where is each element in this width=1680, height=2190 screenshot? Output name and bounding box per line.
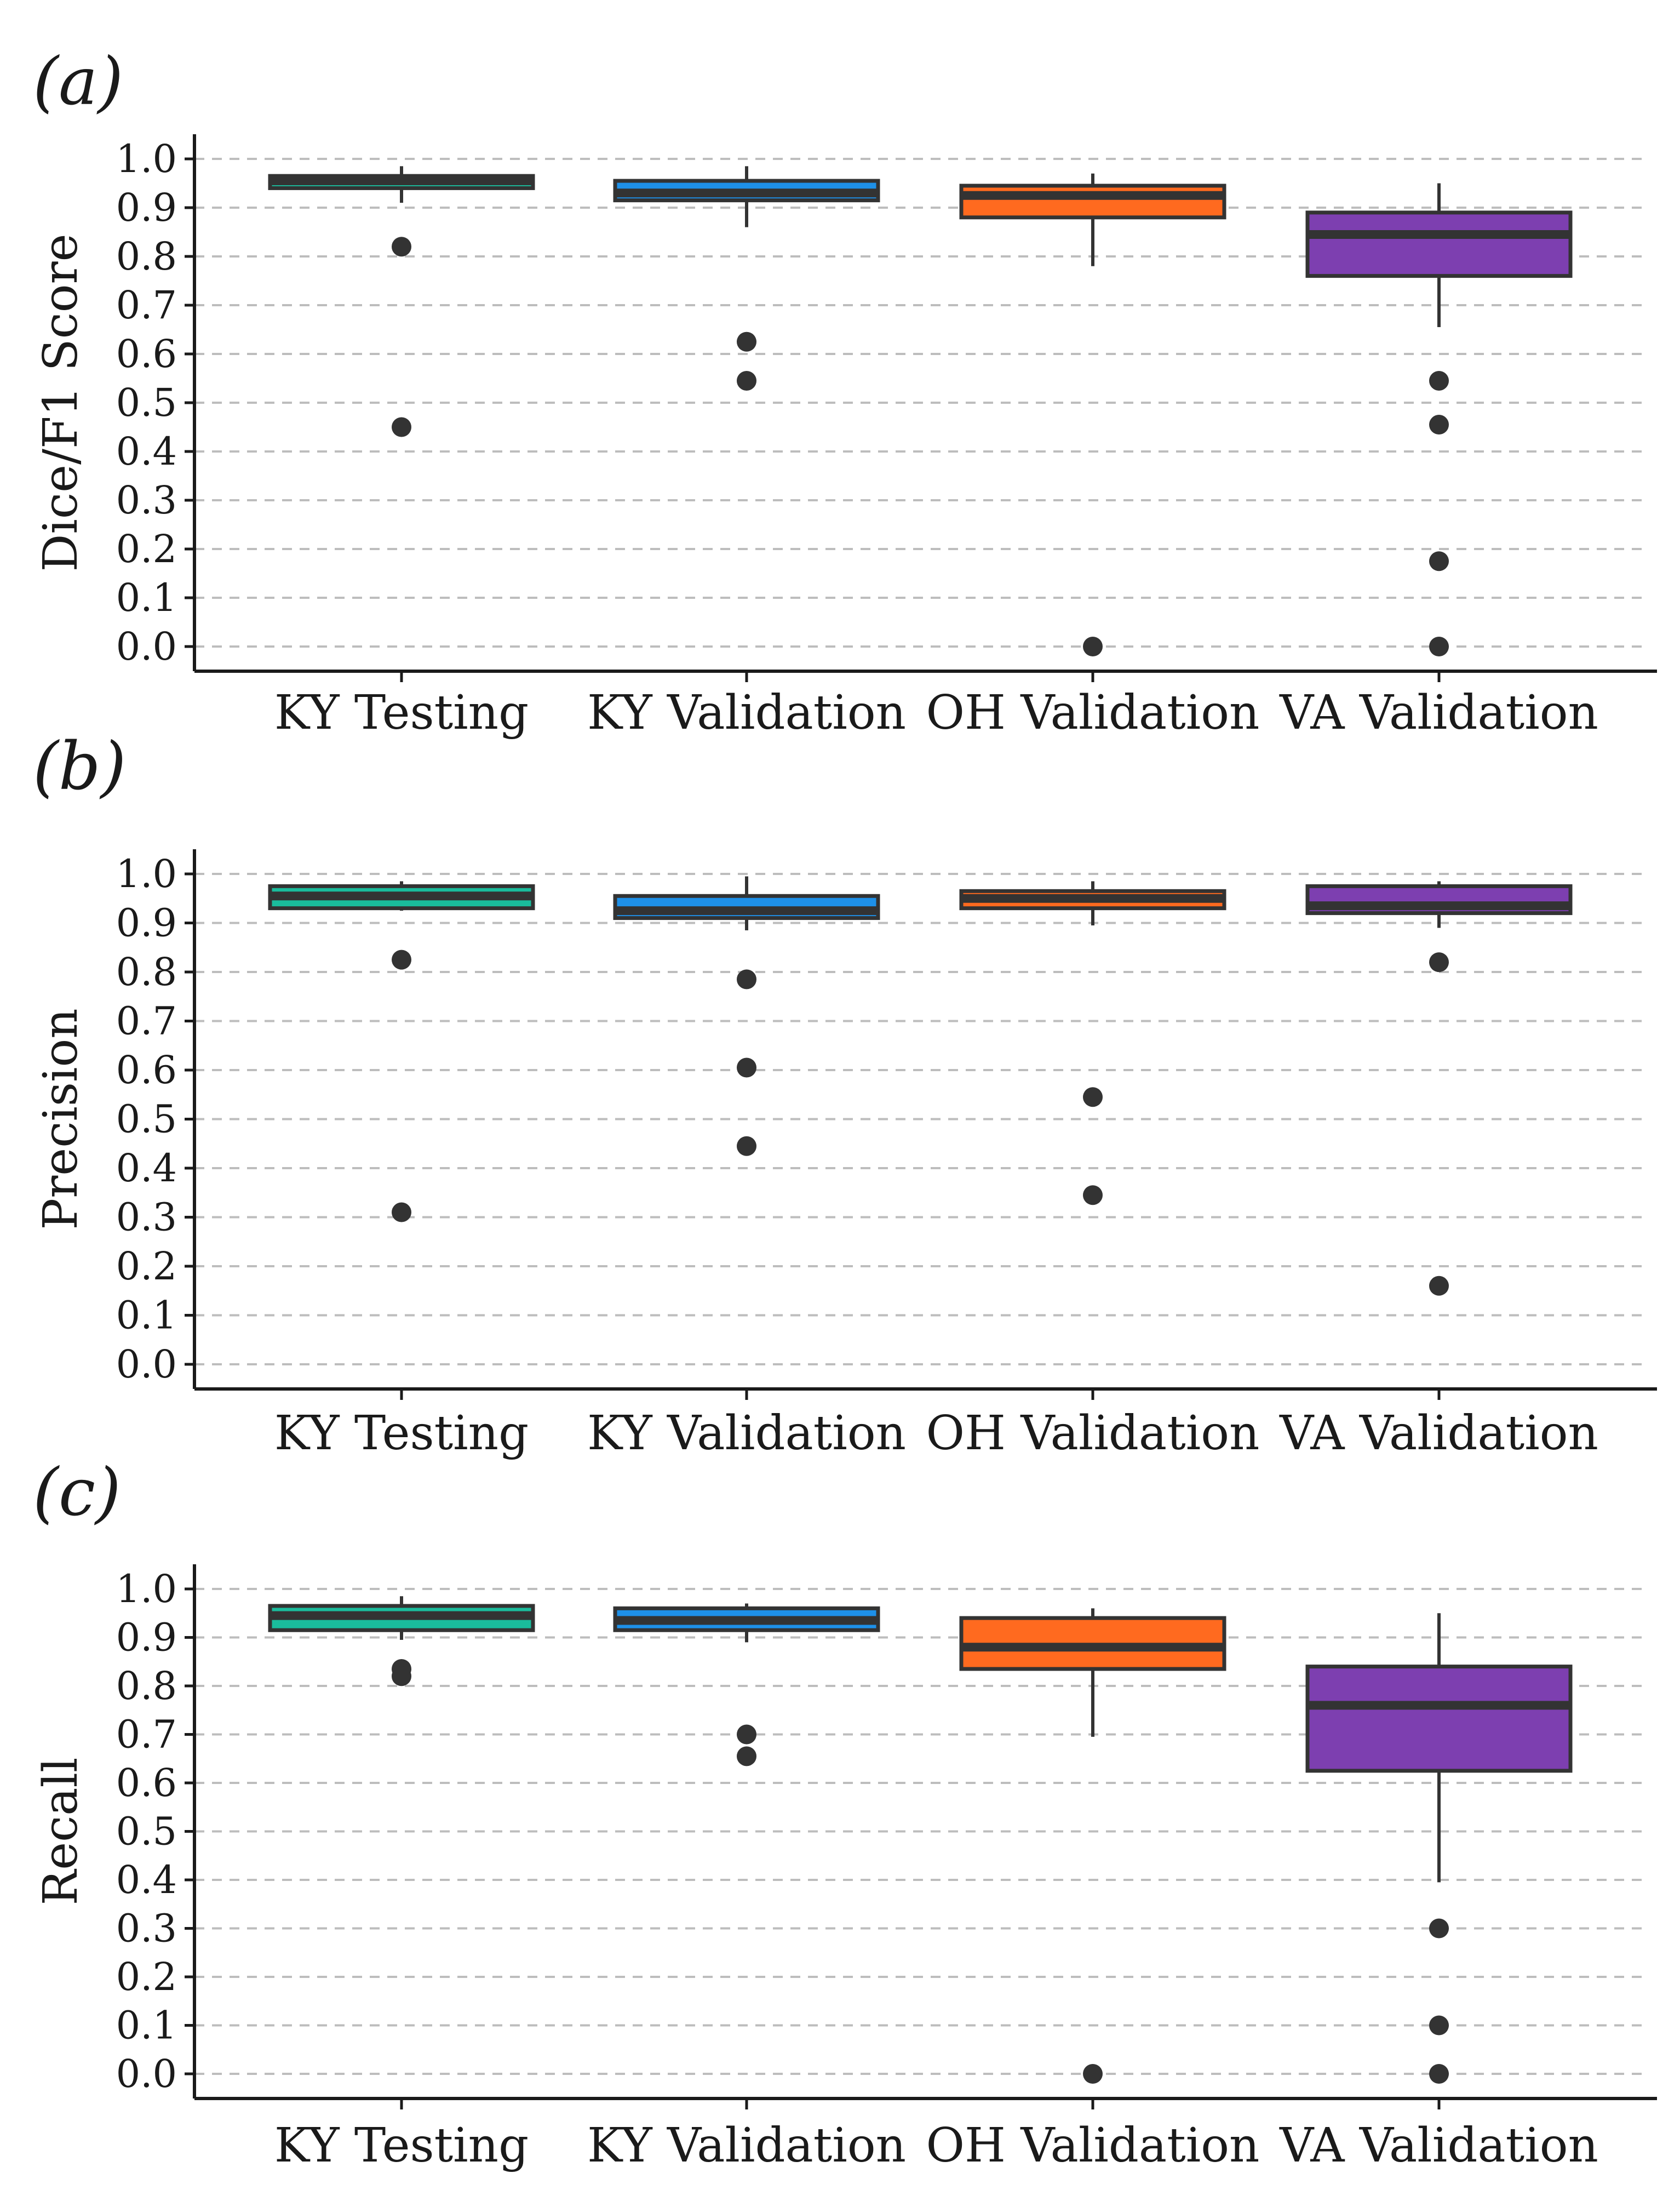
box-iqr <box>959 184 1226 220</box>
y-axis-label: Recall <box>33 1757 88 1905</box>
panel-2: (b) 0.00.10.20.30.40.50.60.7 0.80.9 1.0 Prec… <box>33 729 1657 1461</box>
outlier-point <box>392 237 411 257</box>
box-va-validation <box>1305 881 1573 1296</box>
box-iqr <box>1305 1665 1573 1773</box>
y-tick-label: 0.9 <box>116 901 177 946</box>
panel-1: (a) 0.00.10.20.30.40.50.60.70.80.91.0 Dice… <box>33 44 1657 740</box>
y-axis-label: Precision <box>33 1008 88 1230</box>
y-tick-label: 0.8 <box>116 1663 177 1708</box>
x-tick-label: VA Validation <box>1279 2118 1598 2173</box>
x-tick-label: OH Validation <box>926 1406 1260 1461</box>
outlier-point <box>737 1746 756 1766</box>
outlier-point <box>1429 952 1449 973</box>
y-tick-label: 0.7 <box>116 999 177 1044</box>
x-tick-label: VA Validation <box>1279 685 1598 740</box>
outlier-point <box>737 1136 756 1156</box>
outlier-point <box>1083 1185 1103 1205</box>
outlier-point <box>1429 637 1449 656</box>
y-tick-label: 0.2 <box>116 1954 177 1999</box>
outlier-point <box>392 417 411 437</box>
y-tick-label: 1.0 <box>116 851 177 896</box>
y-tick-label: 0.4 <box>116 1146 177 1191</box>
outlier-point <box>737 1724 756 1745</box>
y-tick-label: 0.9 <box>116 1615 177 1660</box>
y-tick-label: 0.4 <box>116 1857 177 1902</box>
outlier-point <box>1429 370 1449 391</box>
outlier-point <box>392 950 411 970</box>
outlier-point <box>1429 2064 1449 2084</box>
y-tick-label: 0.9 <box>116 185 177 230</box>
box-oh-validation <box>959 881 1226 1205</box>
panel-label: (c) <box>33 1455 121 1531</box>
outlier-point <box>1083 637 1103 656</box>
outlier-point <box>392 1666 411 1686</box>
y-tick-label: 0.3 <box>116 1906 177 1951</box>
outlier-point <box>1429 415 1449 435</box>
x-tick-label: VA Validation <box>1279 1406 1598 1461</box>
panel-3: (c) 0.00.10.20.30.40.50.60.70.80.91.0 Reca… <box>33 1455 1657 2173</box>
panel-label: (b) <box>33 729 126 805</box>
y-tick-label: 0.4 <box>116 429 177 474</box>
y-tick-label: 0.3 <box>116 1195 177 1240</box>
x-tick-label: KY Validation <box>587 2118 906 2173</box>
outlier-point <box>737 969 756 990</box>
outlier-point <box>1083 2064 1103 2084</box>
y-tick-label: 0.3 <box>116 478 177 523</box>
x-tick-label: KY Validation <box>587 1406 906 1461</box>
y-tick-label: 0.2 <box>116 1244 177 1289</box>
outlier-point <box>1429 2015 1449 2035</box>
x-tick-label: KY Testing <box>274 1406 529 1461</box>
box-ky-testing <box>268 166 535 437</box>
x-tick-label: KY Validation <box>587 685 906 740</box>
y-tick-label: 0.5 <box>116 1097 177 1142</box>
outlier-point <box>1429 551 1449 571</box>
y-tick-label: 0.5 <box>116 1809 177 1854</box>
box-ky-validation <box>613 166 880 391</box>
y-tick-label: 0.0 <box>116 1342 177 1387</box>
box-oh-validation <box>959 173 1226 656</box>
x-tick-label: OH Validation <box>926 2118 1260 2173</box>
y-tick-label: 0.0 <box>116 2051 177 2096</box>
box-ky-testing <box>268 1596 535 1686</box>
y-tick-label: 1.0 <box>116 136 177 181</box>
y-tick-label: 0.1 <box>116 575 177 620</box>
box-va-validation <box>1305 1613 1573 2084</box>
y-tick-label: 0.0 <box>116 624 177 669</box>
y-tick-label: 0.8 <box>116 234 177 279</box>
y-tick-label: 0.6 <box>116 331 177 376</box>
panel-label: (a) <box>33 44 123 120</box>
box-va-validation <box>1305 183 1573 656</box>
box-ky-validation <box>613 876 880 1156</box>
y-axis-label: Dice/F1 Score <box>33 233 88 571</box>
y-tick-label: 0.5 <box>116 380 177 425</box>
y-tick-label: 0.2 <box>116 527 177 571</box>
y-tick-label: 0.7 <box>116 283 177 328</box>
outlier-point <box>1429 1276 1449 1296</box>
y-tick-label: 1.0 <box>116 1566 177 1611</box>
box-ky-testing <box>268 881 535 1222</box>
y-tick-label: 0.7 <box>116 1712 177 1757</box>
outlier-point <box>737 331 756 352</box>
outlier-point <box>1083 1087 1103 1107</box>
outlier-point <box>737 370 756 391</box>
y-tick-label: 0.8 <box>116 950 177 994</box>
box-oh-validation <box>959 1608 1226 2084</box>
outlier-point <box>392 1202 411 1222</box>
y-tick-label: 0.6 <box>116 1760 177 1805</box>
x-tick-label: OH Validation <box>926 685 1260 740</box>
x-tick-label: KY Testing <box>274 685 529 740</box>
y-tick-label: 0.1 <box>116 2003 177 2048</box>
box-ky-validation <box>613 1603 880 1766</box>
y-tick-label: 0.6 <box>116 1048 177 1093</box>
box-iqr <box>1305 210 1573 278</box>
y-tick-label: 0.1 <box>116 1293 177 1338</box>
outlier-point <box>1429 1918 1449 1939</box>
x-tick-label: KY Testing <box>274 2118 529 2173</box>
outlier-point <box>737 1057 756 1078</box>
